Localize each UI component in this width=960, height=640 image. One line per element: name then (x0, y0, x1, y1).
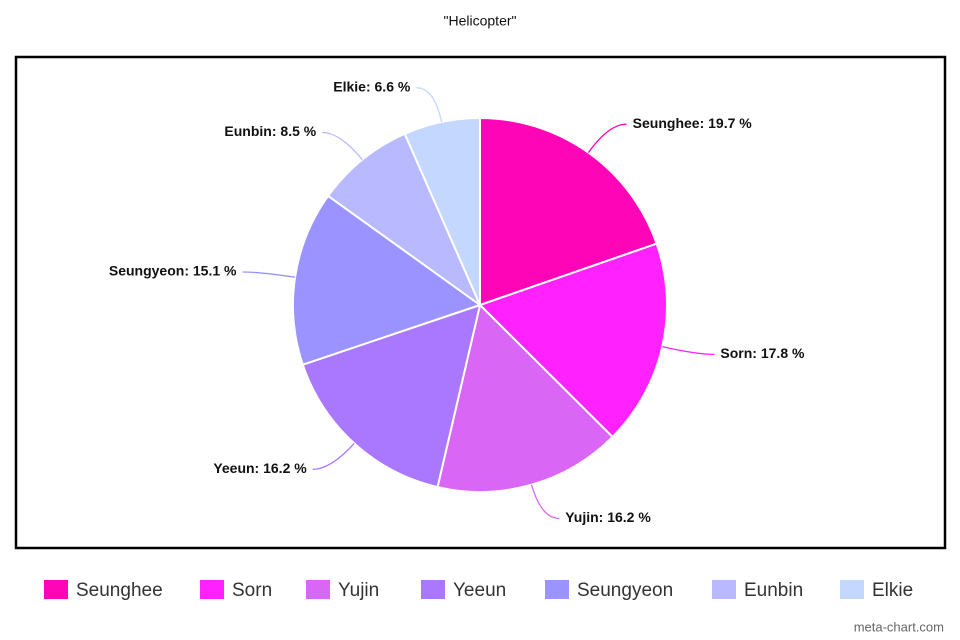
leader-line (312, 442, 355, 470)
legend-swatch (306, 580, 330, 599)
legend-swatch (421, 580, 445, 599)
chart-title: "Helicopter" (444, 13, 517, 29)
data-label: Sorn: 17.8 % (720, 345, 805, 361)
leader-line (322, 131, 363, 161)
data-label: Seunghee: 19.7 % (633, 115, 753, 131)
leader-line (587, 123, 627, 153)
pie-slice (403, 116, 481, 306)
legend-label: Yujin (338, 580, 379, 601)
legend-swatch (200, 580, 224, 599)
pie-slice (326, 132, 483, 308)
data-label: Eunbin: 8.5 % (224, 123, 316, 139)
leader-line (242, 271, 296, 278)
leader-line (416, 87, 443, 123)
credit: meta-chart.com (854, 619, 944, 634)
data-label: Yujin: 16.2 % (565, 509, 651, 525)
legend-label: Sorn (232, 580, 272, 601)
leader-line (530, 484, 560, 520)
legend-label: Eunbin (744, 580, 803, 601)
legend-label: Seungyeon (577, 580, 673, 601)
legend-label: Seunghee (76, 580, 163, 601)
pie-slice (436, 303, 614, 493)
pie-slice (292, 194, 483, 366)
legend-swatch (44, 580, 68, 599)
legend-swatch (545, 580, 569, 599)
legend-label: Elkie (872, 580, 913, 601)
legend-swatch (840, 580, 864, 599)
leader-line (662, 345, 715, 356)
data-label: Seungyeon: 15.1 % (109, 263, 237, 279)
plot-frame (14, 55, 947, 550)
pie-slice (478, 242, 668, 439)
legend-label: Yeeun (453, 580, 506, 601)
legend-swatch (712, 580, 736, 599)
data-label: Elkie: 6.6 % (333, 78, 411, 94)
data-label: Yeeun: 16.2 % (213, 460, 307, 476)
